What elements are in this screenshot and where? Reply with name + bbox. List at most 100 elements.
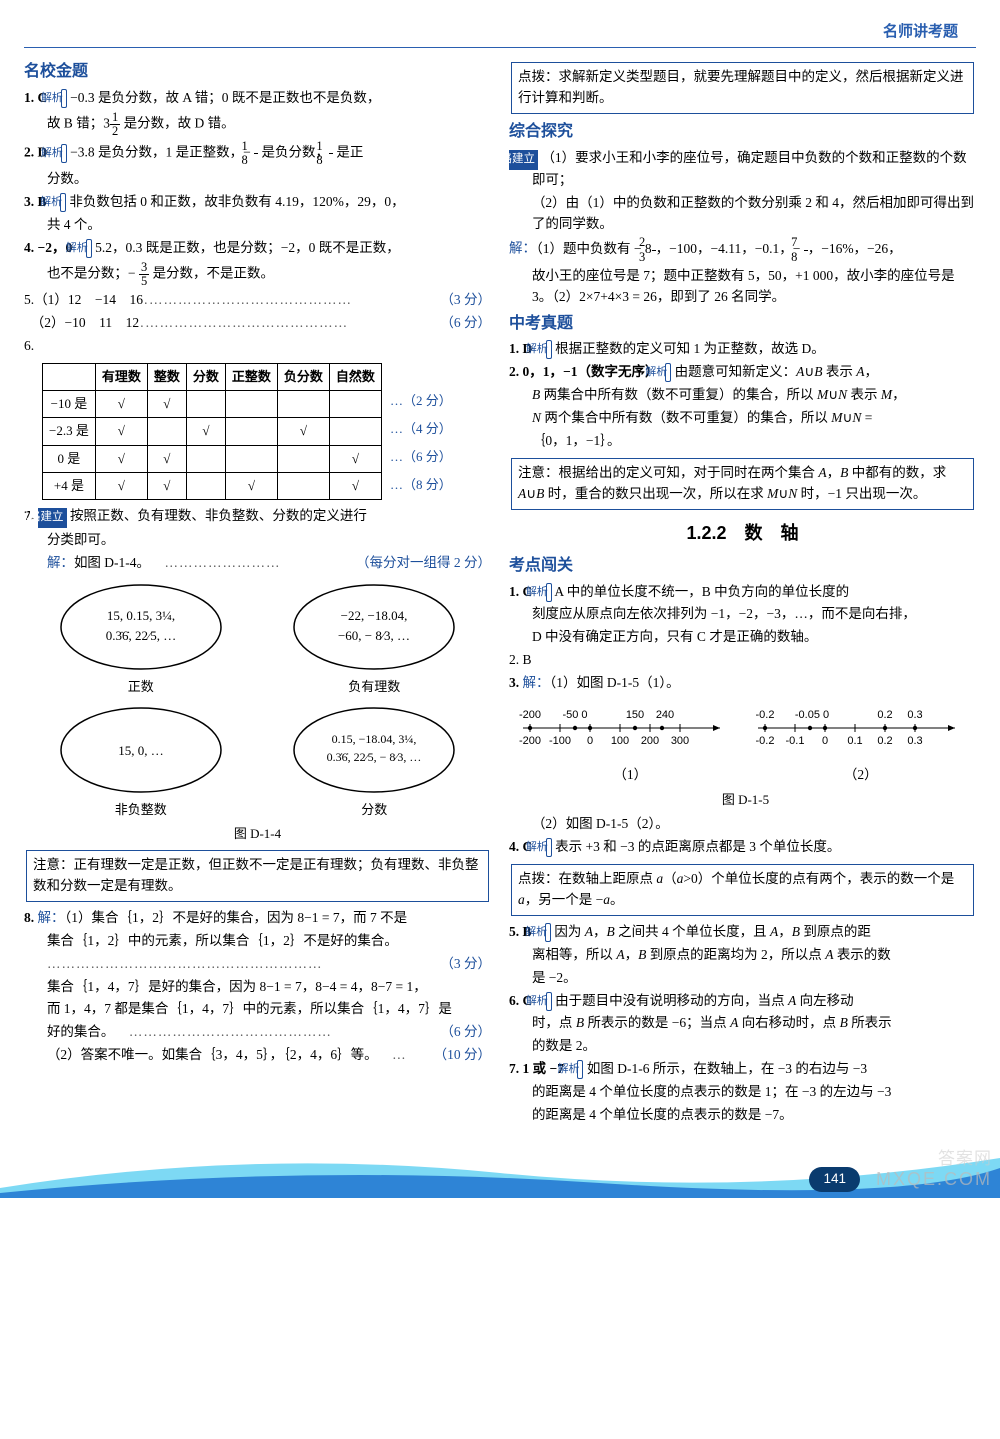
q8a-pts-line: ………………………………………………… （3 分） (24, 954, 491, 975)
q7sol: 解：如图 D-1-4。 …………………… （每分对一组得 2 分） (24, 553, 491, 574)
svg-text:240: 240 (656, 709, 674, 721)
dots: …………………… (150, 553, 356, 574)
build-tag: 思路建立 (38, 508, 67, 528)
th: 正整数 (225, 364, 277, 391)
columns: 名校金题 1. C 解析 −0.3 是负分数，故 A 错；0 既不是正数也不是负… (24, 56, 976, 1128)
svg-text:-50 0: -50 0 (562, 709, 587, 721)
q5a-text: 5.（1）12 −14 16 (47, 290, 143, 311)
ellipse-row-2: 15, 0, … 非负整数 0.15, −18.04, 3¼, 0.3̇6̇, … (24, 703, 491, 820)
right-column: 点拨：求解新定义类型题目，就要先理解题目中的定义，然后根据新定义进行计算和判断。… (509, 56, 976, 1128)
analysis-tag: 解析 (545, 923, 551, 942)
dots: …………………………………… (114, 1022, 440, 1043)
svg-text:-0.1: -0.1 (786, 735, 805, 747)
analysis-tag: 解析 (60, 193, 66, 212)
page-footer: 141 答案网 MXQE.COM (0, 1138, 1000, 1198)
dots: ………………………………………………… (47, 954, 440, 975)
subsection-1-2-2: 1.2.2 数 轴 (509, 520, 976, 548)
svg-text:-200: -200 (519, 709, 541, 721)
q6: 6. (24, 336, 491, 357)
svg-text:-100: -100 (549, 735, 571, 747)
nl-sub2: （2） (746, 765, 977, 786)
build-tag: 思路建立 (509, 150, 538, 170)
analysis-tag: 解析 (546, 340, 552, 359)
q1: 1. C 解析 −0.3 是负分数，故 A 错；0 既不是正数也不是负数， (24, 88, 491, 109)
kd5b: 离相等，所以 A，B 到原点的距离均为 2，所以点 A 表示的数 (509, 945, 976, 966)
svg-text:0.3̇6̇, 22⁄5, − 8⁄3, …: 0.3̇6̇, 22⁄5, − 8⁄3, … (327, 750, 422, 764)
kd3b: （2）如图 D-1-5（2）。 (509, 814, 976, 835)
q7-pts: （每分对一组得 2 分） (356, 553, 491, 574)
q8b3-line: 好的集合。 …………………………………… （6 分） (24, 1022, 491, 1043)
svg-text:0.3: 0.3 (907, 709, 922, 721)
analysis-tag: 解析 (86, 239, 92, 258)
kd7b: 的距离是 4 个单位长度的点表示的数是 1；在 −3 的左边与 −3 (509, 1082, 976, 1103)
dots: ……………………………………… (143, 290, 463, 311)
table-row: −10 是√√ (43, 391, 382, 418)
q8b2: 而 1，4，7 都是集合｛1，4，7｝中的元素，所以集合｛1，4，7｝是 (24, 999, 491, 1020)
svg-text:150: 150 (626, 709, 644, 721)
analysis-tag: 解析 (577, 1060, 583, 1079)
section-title-mingxiao: 名校金题 (24, 60, 491, 85)
page: 名师讲考题 名校金题 1. C 解析 −0.3 是负分数，故 A 错；0 既不是… (0, 0, 1000, 1128)
svg-text:0.3̇6̇, 22⁄5, …: 0.3̇6̇, 22⁄5, … (106, 628, 176, 643)
nl-sub1: （1） (515, 765, 746, 786)
tbl-pts: …（2 分） (386, 391, 452, 411)
svg-text:0: 0 (587, 735, 593, 747)
table-row: −2.3 是√√√ (43, 418, 382, 445)
q8a-pts: （3 分） (440, 954, 491, 975)
kd3: 3. 解：（1）如图 D-1-5（1）。 (509, 673, 976, 694)
fig-d14: 图 D-1-4 (24, 824, 491, 844)
tbl-pts: …（8 分） (386, 475, 452, 495)
q5b-pts: （6 分） (463, 313, 491, 334)
ellipse-fraction: 0.15, −18.04, 3¼, 0.3̇6̇, 22⁄5, − 8⁄3, …… (289, 703, 459, 820)
th: 自然数 (329, 364, 381, 391)
ellipse-negative-rational: −22, −18.04, −60, − 8⁄3, … 负有理数 (289, 580, 459, 697)
svg-text:-0.2: -0.2 (756, 709, 775, 721)
zk2b: B 两集合中所有数（数不可重复）的集合，所以 M∪N 表示 M， (509, 385, 976, 406)
svg-text:15, 0, …: 15, 0, … (118, 743, 164, 758)
q8b-pts: （6 分） (440, 1022, 491, 1043)
svg-text:-0.2: -0.2 (756, 735, 775, 747)
zk2: 2. 0，1，−1（数字无序） 解析 由题意可知新定义：A∪B 表示 A， (509, 362, 976, 383)
analysis-tag: 解析 (546, 992, 552, 1011)
th: 分数 (186, 364, 225, 391)
svg-text:0.1: 0.1 (847, 735, 862, 747)
page-number: 141 (809, 1167, 860, 1192)
svg-text:15, 0.15, 3¼,: 15, 0.15, 3¼, (107, 608, 175, 623)
analysis-tag: 解析 (546, 583, 552, 602)
svg-text:0.15, −18.04, 3¼,: 0.15, −18.04, 3¼, (332, 732, 417, 746)
section-title-zonghe: 综合探究 (509, 120, 976, 145)
q7: 7. 思路建立 按照正数、负有理数、非负整数、分数的定义进行 (24, 506, 491, 528)
analysis-tag: 解析 (61, 89, 67, 108)
kd2: 2. B (509, 650, 976, 671)
table-header: 有理数 整数 分数 正整数 负分数 自然数 (43, 364, 382, 391)
kd1b: 刻度应从原点向左依次排列为 −1，−2，−3，…，而不是向右排， (509, 604, 976, 625)
kd7: 7. 1 或 −7 解析 如图 D-1-6 所示，在数轴上，在 −3 的右边与 … (509, 1059, 976, 1080)
box-note-2: 注意：根据给出的定义可知，对于同时在两个集合 A，B 中都有的数，求 A∪B 时… (511, 458, 974, 510)
q3: 3. B 解析 非负数包括 0 和正数，故非负数有 4.19，120%，29，0… (24, 192, 491, 213)
table-row: +4 是√√√√ (43, 472, 382, 499)
analysis-tag: 解析 (61, 144, 67, 163)
q3b: 共 4 个。 (24, 215, 491, 236)
q8b: 集合｛1，4，7｝是好的集合，因为 8−1 = 7，8−4 = 4，8−7 = … (24, 977, 491, 998)
dots: ……………………………………… (139, 313, 463, 334)
svg-text:0: 0 (822, 735, 828, 747)
svg-text:0.3: 0.3 (907, 735, 922, 747)
note-box-7: 注意：正有理数一定是正数，但正数不一定是正有理数；负有理数、非负整数和分数一定是… (26, 850, 489, 902)
tbl-pts: …（4 分） (386, 419, 452, 439)
q8c-pts: （10 分） (434, 1045, 491, 1066)
watermark-text-2: MXQE.COM (876, 1166, 992, 1194)
fig-d15: 图 D-1-5 (515, 790, 976, 810)
q2b: 分数。 (24, 169, 491, 190)
analysis-tag: 解析 (546, 838, 552, 857)
svg-text:0.2: 0.2 (877, 735, 892, 747)
th: 负分数 (277, 364, 329, 391)
box-tip-3: 点拨：在数轴上距原点 a（a>0）个单位长度的点有两个，表示的数一个是 a，另一… (511, 864, 974, 916)
th: 整数 (147, 364, 186, 391)
th (43, 364, 96, 391)
header-title: 名师讲考题 (24, 20, 976, 47)
section-title-kaodian: 考点闯关 (509, 554, 976, 579)
kd4: 4. C 解析 表示 +3 和 −3 的点距离原点都是 3 个单位长度。 (509, 837, 976, 858)
zk1: 1. D 解析 根据正整数的定义可知 1 为正整数，故选 D。 (509, 339, 976, 360)
q4b: 也不是分数；− 35 是分数，不是正数。 (24, 261, 491, 288)
svg-text:-0.05 0: -0.05 0 (795, 709, 829, 721)
